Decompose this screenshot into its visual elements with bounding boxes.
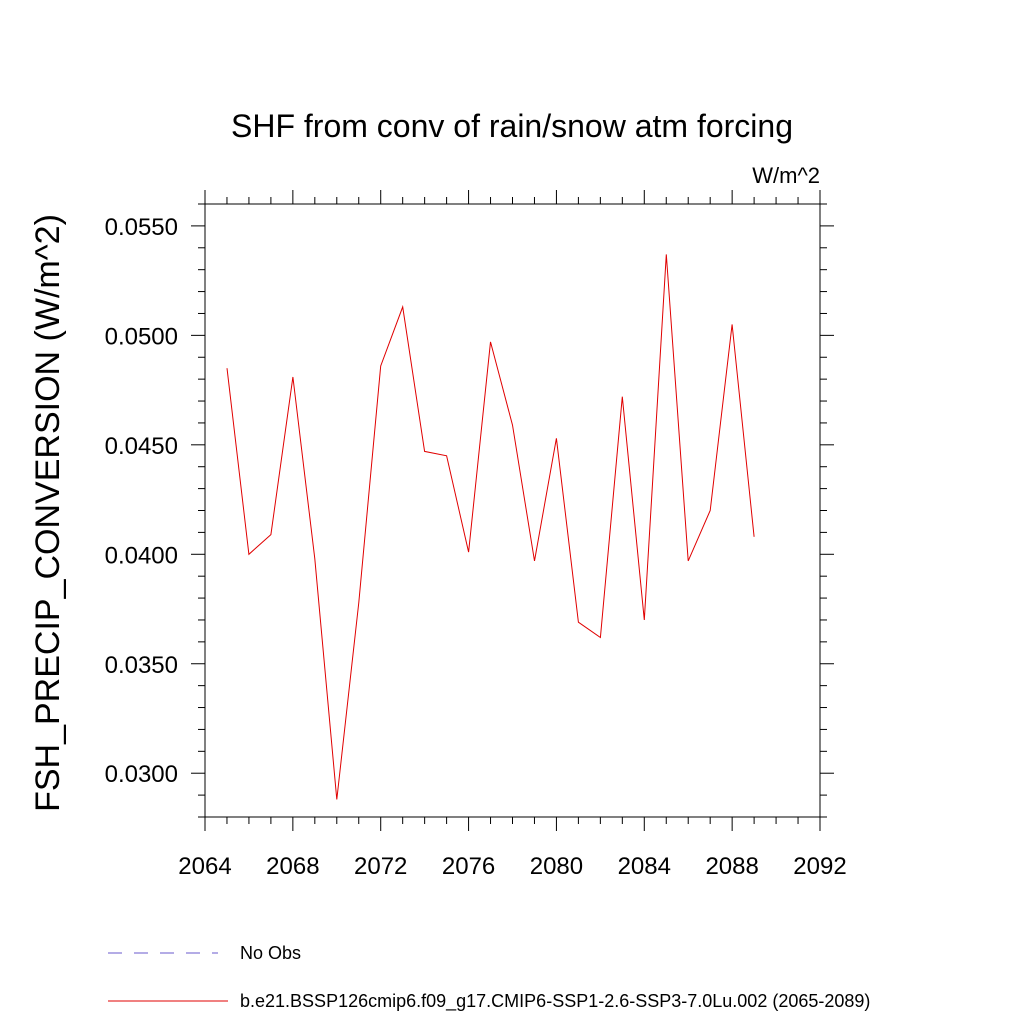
y-tick-label: 0.0300 — [105, 761, 178, 788]
legend-label-model: b.e21.BSSP126cmip6.f09_g17.CMIP6-SSP1-2.… — [240, 991, 870, 1012]
x-tick-label: 2072 — [354, 853, 407, 880]
y-tick-label: 0.0550 — [105, 214, 178, 241]
y-tick-label: 0.0500 — [105, 323, 178, 350]
axis-ticks — [191, 190, 834, 831]
series-line-0 — [226, 254, 755, 800]
legend-label-no-obs: No Obs — [240, 943, 301, 963]
y-axis-label: FSH_PRECIP_CONVERSION (W/m^2) — [29, 214, 67, 812]
y-tick-label: 0.0350 — [105, 652, 178, 679]
x-tick-label: 2076 — [442, 853, 495, 880]
y-tick-label: 0.0400 — [105, 542, 178, 569]
x-tick-label: 2080 — [530, 853, 583, 880]
x-tick-label: 2084 — [618, 853, 671, 880]
x-tick-label: 2068 — [266, 853, 319, 880]
x-tick-label: 2088 — [705, 853, 758, 880]
x-tick-label: 2064 — [178, 853, 231, 880]
chart-title: SHF from conv of rain/snow atm forcing — [231, 108, 793, 144]
legend: No Obs b.e21.BSSP126cmip6.f09_g17.CMIP6-… — [108, 943, 870, 1012]
tick-labels: 2064 2068 2072 2076 2080 2084 2088 2092 0.0300 0.… — [105, 214, 847, 880]
plot-frame — [204, 203, 821, 818]
series-lines — [226, 254, 755, 800]
x-tick-label: 2092 — [793, 853, 846, 880]
y-tick-label: 0.0450 — [105, 433, 178, 460]
units-label: W/m^2 — [752, 163, 820, 188]
